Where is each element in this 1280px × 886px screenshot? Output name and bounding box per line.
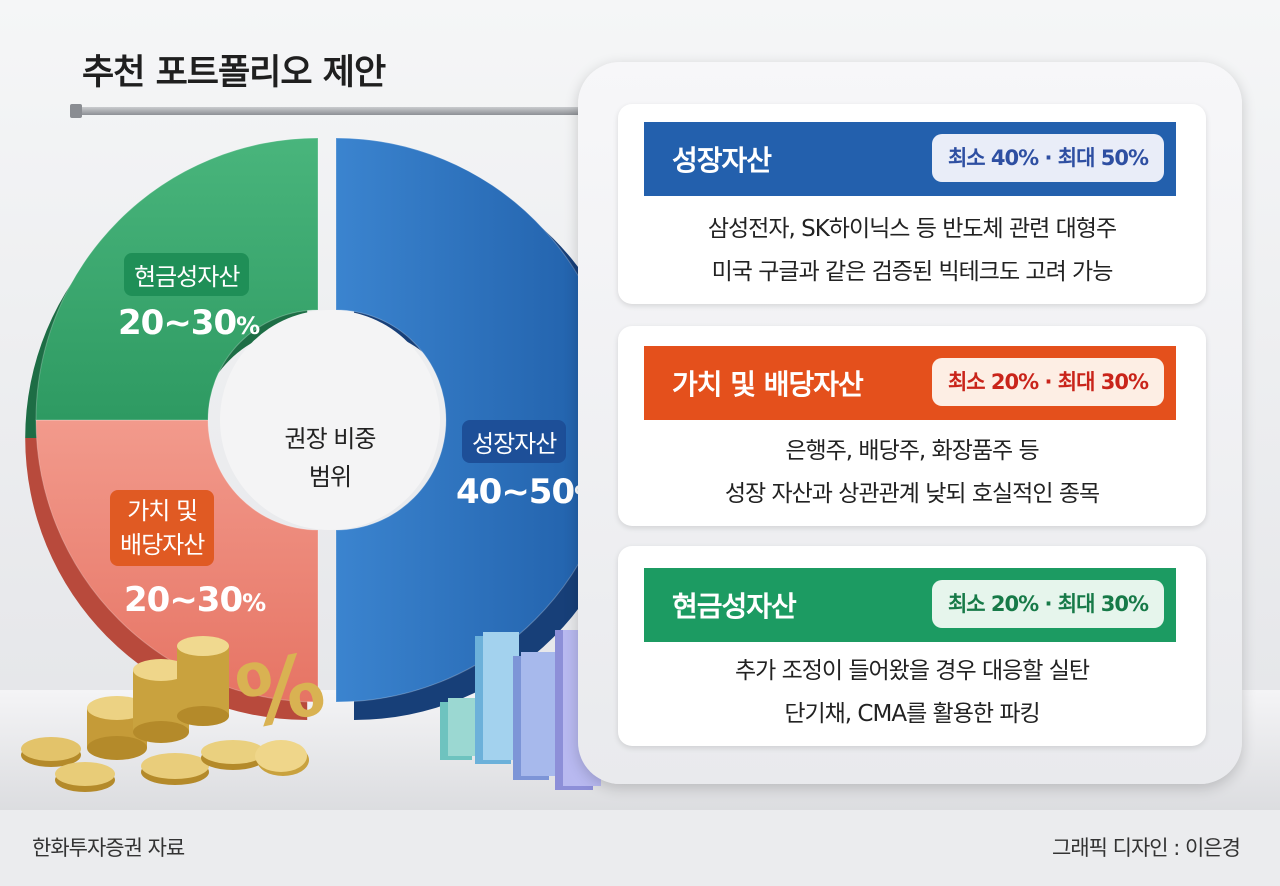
value-label-line-2: 배당자산 [120, 531, 205, 559]
value-card-description: 은행주, 배당주, 화장품주 등 성장 자산과 상관관계 낮되 호실적인 종목 [618, 430, 1206, 516]
donut-center-label: 권장 비중 범위 [270, 420, 390, 496]
value-value-number: 20~30 [124, 580, 243, 620]
cash-desc-line-2: 단기채, CMA를 활용한 파킹 [784, 701, 1040, 727]
source-note: 한화투자증권 자료 [32, 836, 185, 860]
growth-desc-line-1: 삼성전자, SK하이닉스 등 반도체 관련 대형주 [707, 216, 1117, 242]
cash-segment-value: 20~30% [118, 303, 260, 343]
value-desc-line-1: 은행주, 배당주, 화장품주 등 [785, 438, 1039, 464]
growth-segment-value: 40~50% [456, 472, 598, 512]
coin-stack-icon [21, 636, 309, 792]
growth-segment-label: 성장자산 [462, 420, 567, 463]
value-card-title: 가치 및 배당자산 [672, 368, 864, 401]
value-segment-value: 20~30% [124, 580, 266, 620]
cash-segment-label: 현금성자산 [124, 253, 250, 296]
svg-text:%: % [228, 634, 333, 750]
growth-card-header: 성장자산 최소 40% · 최대 50% [644, 122, 1176, 196]
growth-card-description: 삼성전자, SK하이닉스 등 반도체 관련 대형주 미국 구글과 같은 검증된 … [618, 208, 1206, 294]
cash-desc-line-1: 추가 조정이 들어왔을 경우 대응할 실탄 [734, 658, 1090, 684]
value-range-badge: 최소 20% · 최대 30% [931, 358, 1164, 406]
footer-bar [0, 810, 1280, 886]
donut-hole [220, 310, 440, 530]
bar-graph-icon [440, 630, 601, 790]
growth-value-number: 40~50 [456, 472, 575, 512]
percent-icon: % [228, 634, 333, 750]
cash-value-number: 20~30 [118, 303, 237, 343]
value-desc-line-2: 성장 자산과 상관관계 낮되 호실적인 종목 [724, 481, 1100, 507]
cash-card-header: 현금성자산 최소 20% · 최대 30% [644, 568, 1176, 642]
cash-card-title: 현금성자산 [672, 590, 797, 623]
design-credit: 그래픽 디자인 : 이은경 [1052, 836, 1241, 860]
decoration-illustration: % [21, 630, 601, 792]
center-line-1: 권장 비중 [284, 425, 377, 453]
page-title: 추천 포트폴리오 제안 [82, 53, 386, 93]
value-value-unit: % [242, 589, 266, 617]
title-rod [70, 104, 584, 118]
cash-value-unit: % [236, 312, 260, 340]
cash-range-badge: 최소 20% · 최대 30% [931, 580, 1164, 628]
center-line-2: 범위 [308, 463, 352, 491]
growth-card-title: 성장자산 [672, 144, 772, 177]
growth-range-badge: 최소 40% · 최대 50% [931, 134, 1164, 182]
cash-card-description: 추가 조정이 들어왔을 경우 대응할 실탄 단기채, CMA를 활용한 파킹 [618, 650, 1206, 736]
value-label-line-1: 가치 및 [127, 497, 198, 525]
value-segment-label: 가치 및 배당자산 [110, 490, 215, 566]
value-card-header: 가치 및 배당자산 최소 20% · 최대 30% [644, 346, 1176, 420]
growth-desc-line-2: 미국 구글과 같은 검증된 빅테크도 고려 가능 [711, 259, 1114, 285]
